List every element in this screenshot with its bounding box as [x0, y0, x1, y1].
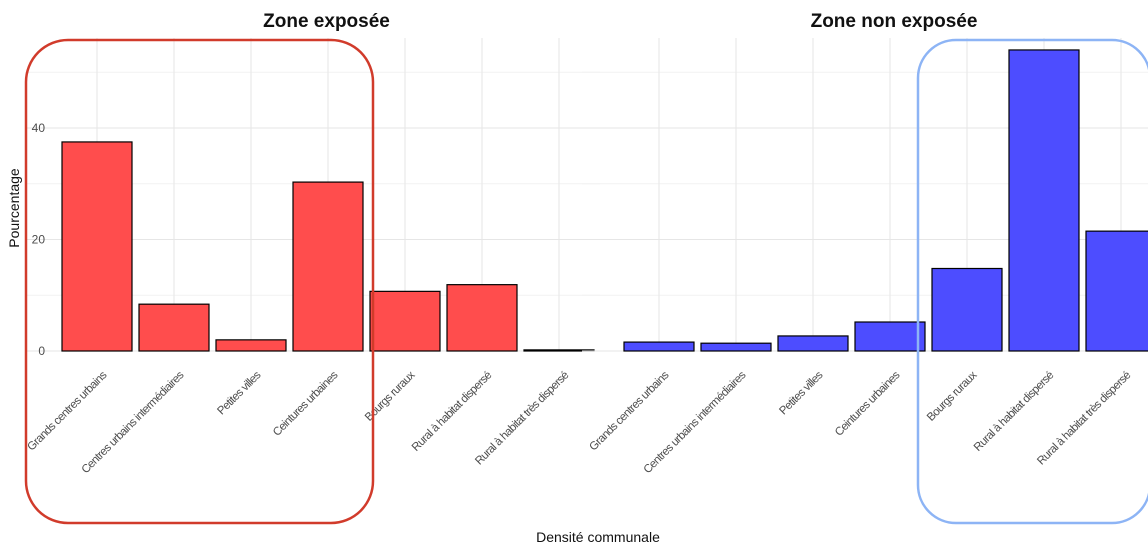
x-tick-label-grands-centres-urbains: Grands centres urbains — [25, 369, 109, 453]
x-axis-title: Densité communale — [536, 529, 660, 545]
highlight-frame-zone-exposee — [24, 38, 375, 525]
x-tick-label-bourgs-ruraux: Bourgs ruraux — [925, 369, 980, 424]
y-axis-title: Pourcentage — [6, 168, 22, 248]
x-tick-label-grands-centres-urbains: Grands centres urbains — [587, 369, 671, 453]
bar-zone-exposee-ceintures-urbaines — [292, 181, 364, 352]
x-tick-label-rural-a-habitat-disperse: Rural à habitat dispersé — [410, 369, 494, 453]
panel-zone-exposee: Zone exposée 0 20 40 Grands centres urbains… — [25, 11, 600, 476]
x-tick-label-petites-villes: Petites villes — [777, 369, 825, 417]
y-tick-label: 40 — [32, 121, 46, 135]
bar-zone-non-exposee-rural-a-habitat-tres-disperse — [1085, 230, 1148, 352]
bar-zone-exposee-petites-villes — [215, 339, 287, 352]
panel-zone-non-exposee: Zone non exposée Grands centres urbains C… — [582, 11, 1148, 476]
bar-zone-non-exposee-grands-centres-urbains — [623, 341, 695, 352]
x-tick-label-bourgs-ruraux: Bourgs ruraux — [363, 369, 418, 424]
bar-zone-non-exposee-rural-a-habitat-disperse — [1008, 49, 1080, 352]
x-tick-label-petites-villes: Petites villes — [215, 369, 263, 417]
panel-title-zone-exposee: Zone exposée — [263, 11, 390, 32]
panel-title-zone-non-exposee: Zone non exposée — [811, 11, 978, 32]
bar-zone-exposee-rural-a-habitat-tres-disperse — [523, 349, 595, 352]
x-tick-label-rural-a-habitat-disperse: Rural à habitat dispersé — [972, 369, 1056, 453]
bar-zone-exposee-grands-centres-urbains — [61, 141, 133, 352]
bar-zone-non-exposee-petites-villes — [777, 335, 849, 352]
bar-zone-exposee-centres-urbains-intermediaires — [138, 303, 210, 352]
bar-zone-exposee-bourgs-ruraux — [369, 290, 441, 352]
bar-zone-non-exposee-ceintures-urbaines — [854, 321, 926, 352]
bar-zone-exposee-rural-a-habitat-disperse — [446, 284, 518, 352]
x-tick-label-ceintures-urbaines: Ceintures urbaines — [271, 369, 341, 439]
bar-zone-non-exposee-bourgs-ruraux — [931, 267, 1003, 352]
highlight-frame-zone-non-exposee — [916, 38, 1148, 525]
y-tick-label: 20 — [32, 233, 46, 247]
y-tick-label: 0 — [38, 344, 45, 358]
bar-zone-non-exposee-centres-urbains-intermediaires — [700, 342, 772, 352]
x-tick-label-ceintures-urbaines: Ceintures urbaines — [833, 369, 903, 439]
